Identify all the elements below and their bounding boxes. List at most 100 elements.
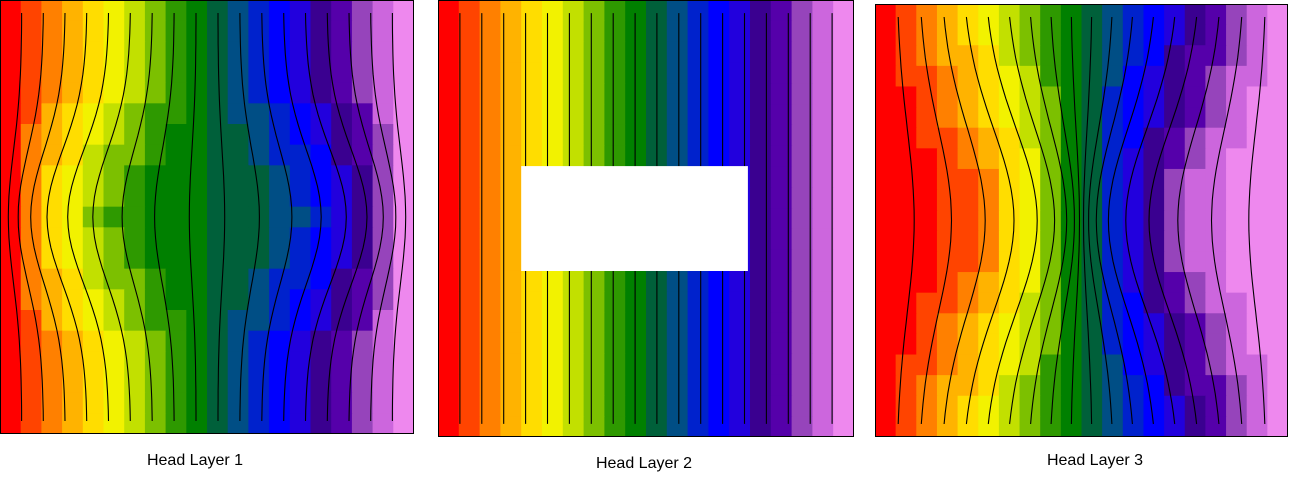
head-cell xyxy=(542,291,564,313)
head-cell xyxy=(227,268,249,290)
head-cell xyxy=(1019,65,1041,88)
head-cell xyxy=(103,82,125,104)
head-cell xyxy=(916,65,938,88)
head-cell xyxy=(393,289,414,311)
head-cell xyxy=(310,20,332,42)
head-cell xyxy=(1122,65,1145,88)
head-cell xyxy=(750,62,772,84)
head-cell xyxy=(500,353,522,376)
head-cell xyxy=(687,270,709,292)
head-cell xyxy=(1184,251,1206,273)
head-cell xyxy=(186,41,208,63)
head-cell xyxy=(750,20,772,43)
head-cell xyxy=(1081,189,1103,211)
head-cell xyxy=(393,0,414,22)
head-cell xyxy=(604,270,626,292)
head-cell xyxy=(1143,354,1165,376)
contour-line xyxy=(965,16,1015,425)
head-cell xyxy=(750,332,772,355)
head-cell xyxy=(729,0,751,22)
head-cell xyxy=(791,228,813,251)
head-cell xyxy=(791,249,813,272)
head-cell xyxy=(331,330,353,352)
head-cell xyxy=(998,313,1021,335)
head-cell xyxy=(1184,272,1206,294)
head-cell xyxy=(1226,395,1248,417)
head-cell xyxy=(0,351,22,373)
head-cell xyxy=(103,351,125,373)
head-cell xyxy=(20,41,42,63)
head-cell xyxy=(124,248,146,270)
head-cell xyxy=(978,375,1000,397)
head-cell xyxy=(1122,4,1145,26)
head-cell xyxy=(227,227,249,249)
head-cell xyxy=(144,289,167,311)
head-cell xyxy=(770,228,793,251)
head-cell xyxy=(479,416,501,437)
head-cell xyxy=(1164,292,1186,314)
head-cell xyxy=(458,416,481,437)
head-cell xyxy=(833,0,854,22)
contour-line xyxy=(1009,16,1056,425)
head-cell xyxy=(20,351,42,373)
head-cell xyxy=(916,375,938,397)
head-cell xyxy=(62,392,84,414)
head-cell xyxy=(1226,375,1248,397)
head-cell xyxy=(289,206,312,228)
head-cell xyxy=(562,270,585,292)
head-cell xyxy=(165,0,187,22)
head-cell xyxy=(604,124,626,147)
head-cell xyxy=(562,20,585,43)
head-cell xyxy=(393,372,414,394)
head-cell xyxy=(103,62,125,84)
head-cell xyxy=(351,20,374,42)
head-cell xyxy=(1267,230,1288,253)
head-cell xyxy=(770,20,793,43)
head-cell xyxy=(144,0,167,22)
head-cell xyxy=(666,83,689,105)
head-cell xyxy=(791,208,813,230)
head-cell xyxy=(812,416,834,437)
head-cell xyxy=(186,289,208,311)
head-cell xyxy=(269,413,291,434)
head-cell xyxy=(1164,272,1186,294)
contour-line xyxy=(121,12,153,422)
head-cell xyxy=(1246,86,1268,108)
head-cell xyxy=(1143,65,1165,88)
head-cell xyxy=(750,166,772,188)
head-cell xyxy=(500,312,522,334)
head-cell xyxy=(875,45,897,67)
head-cell xyxy=(646,0,668,22)
head-cell xyxy=(1205,86,1227,108)
head-cell xyxy=(372,165,394,187)
head-cell xyxy=(895,375,917,397)
head-cell xyxy=(124,62,146,84)
head-cell xyxy=(1019,251,1041,273)
head-cell xyxy=(248,41,270,63)
head-cell xyxy=(1226,313,1248,335)
head-cell xyxy=(227,413,249,434)
head-cell xyxy=(41,0,63,22)
head-cell xyxy=(1122,24,1145,46)
head-cell xyxy=(186,351,208,373)
head-cell xyxy=(625,353,647,376)
head-cell xyxy=(936,272,959,294)
head-cell xyxy=(1143,189,1165,211)
head-cell xyxy=(542,104,564,126)
head-cell xyxy=(978,24,1000,46)
head-cell xyxy=(124,165,146,187)
head-cell xyxy=(875,127,897,149)
head-cell xyxy=(998,230,1021,253)
head-cell xyxy=(1019,107,1041,129)
head-cell xyxy=(1246,354,1268,376)
contour-line xyxy=(943,16,986,425)
head-cell xyxy=(372,186,394,208)
head-cell xyxy=(165,144,187,166)
head-cell xyxy=(750,83,772,105)
head-cell xyxy=(41,41,63,63)
head-cell xyxy=(978,127,1000,149)
head-cell xyxy=(1226,4,1248,26)
head-cell xyxy=(351,392,374,414)
head-cell xyxy=(124,289,146,311)
head-cell xyxy=(1081,210,1103,232)
